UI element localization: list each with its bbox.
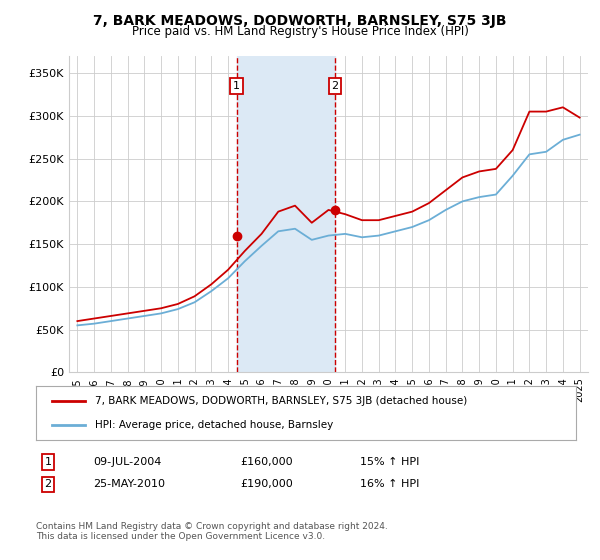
Text: 09-JUL-2004: 09-JUL-2004 [93, 457, 161, 467]
Text: 16% ↑ HPI: 16% ↑ HPI [360, 479, 419, 489]
Text: 25-MAY-2010: 25-MAY-2010 [93, 479, 165, 489]
Text: 1: 1 [233, 81, 240, 91]
Text: 2: 2 [331, 81, 338, 91]
Text: 15% ↑ HPI: 15% ↑ HPI [360, 457, 419, 467]
Text: 7, BARK MEADOWS, DODWORTH, BARNSLEY, S75 3JB (detached house): 7, BARK MEADOWS, DODWORTH, BARNSLEY, S75… [95, 396, 467, 407]
Text: Contains HM Land Registry data © Crown copyright and database right 2024.
This d: Contains HM Land Registry data © Crown c… [36, 522, 388, 542]
Text: £160,000: £160,000 [240, 457, 293, 467]
Text: Price paid vs. HM Land Registry's House Price Index (HPI): Price paid vs. HM Land Registry's House … [131, 25, 469, 38]
Bar [237, 56, 335, 372]
Text: £190,000: £190,000 [240, 479, 293, 489]
Text: 7, BARK MEADOWS, DODWORTH, BARNSLEY, S75 3JB: 7, BARK MEADOWS, DODWORTH, BARNSLEY, S75… [93, 14, 507, 28]
Text: HPI: Average price, detached house, Barnsley: HPI: Average price, detached house, Barn… [95, 419, 334, 430]
Text: 2: 2 [44, 479, 52, 489]
Text: 1: 1 [44, 457, 52, 467]
